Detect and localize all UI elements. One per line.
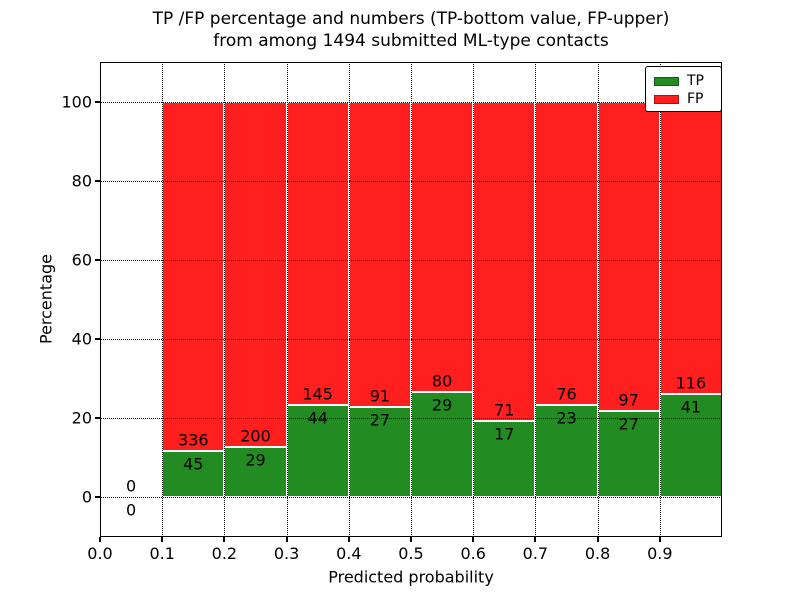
x-tick-label: 0.7 xyxy=(522,544,549,563)
y-tick-mark xyxy=(95,179,100,182)
tp-count-label: 17 xyxy=(494,424,515,444)
bar-tp-segment xyxy=(348,406,411,498)
gridline-x xyxy=(659,62,661,537)
tp-count-label: 45 xyxy=(183,454,204,474)
y-tick-mark xyxy=(95,338,100,341)
x-tick-label: 0.6 xyxy=(460,544,486,563)
fp-count-label: 0 xyxy=(126,476,137,496)
x-tick-mark xyxy=(347,537,350,542)
y-tick-label: 80 xyxy=(71,171,92,191)
bar-tp-segment xyxy=(286,405,349,498)
x-tick-mark xyxy=(99,537,101,542)
y-tick-label: 20 xyxy=(71,408,92,428)
legend-label-tp: TP xyxy=(687,73,704,89)
x-tick-mark xyxy=(161,537,164,542)
x-tick-mark xyxy=(472,537,475,542)
x-tick-label: 0.0 xyxy=(87,544,113,563)
tp-count-label: 44 xyxy=(307,408,328,428)
x-tick-label: 0.1 xyxy=(149,544,175,563)
x-tick-label: 0.2 xyxy=(211,544,238,563)
x-tick-mark xyxy=(534,537,537,542)
bar-tp-segment xyxy=(659,394,722,498)
y-tick-mark xyxy=(95,100,100,103)
x-tick-mark xyxy=(596,537,599,542)
x-tick-label: 0.5 xyxy=(398,544,424,563)
x-tick-mark xyxy=(285,537,288,542)
tp-count-label: 23 xyxy=(556,408,577,428)
legend-label-fp: FP xyxy=(687,91,704,107)
fp-count-label: 80 xyxy=(431,371,453,391)
fp-count-label: 200 xyxy=(240,426,271,446)
chart-title-line1: TP /FP percentage and numbers (TP-bottom… xyxy=(152,9,670,29)
gridline-x xyxy=(535,62,537,537)
y-tick-label: 60 xyxy=(71,250,92,270)
tp-count-label: 27 xyxy=(369,410,391,430)
chart-title-line2: from among 1494 submitted ML-type contac… xyxy=(213,31,609,51)
gridline-x xyxy=(473,62,475,537)
y-tick-label: 40 xyxy=(71,329,92,349)
fp-swatch-icon xyxy=(654,94,679,104)
x-axis-label: Predicted probability xyxy=(328,567,494,587)
bar-fp-segment xyxy=(659,101,722,395)
x-tick-mark xyxy=(658,537,661,542)
gridline-x xyxy=(162,62,164,537)
x-tick-label: 0.3 xyxy=(273,544,300,563)
bar-tp-segment xyxy=(473,420,536,498)
tp-swatch-icon xyxy=(654,76,679,86)
fp-count-label: 145 xyxy=(302,384,333,404)
bar-fp-segment xyxy=(411,101,474,393)
fp-count-label: 76 xyxy=(556,384,577,404)
y-tick-label: 100 xyxy=(61,92,92,112)
bar-fp-segment xyxy=(348,101,411,407)
x-tick-label: 0.9 xyxy=(647,544,673,563)
bar-fp-segment xyxy=(162,101,225,451)
fp-count-label: 71 xyxy=(494,400,515,420)
bar-fp-segment xyxy=(224,101,287,448)
bar-fp-segment xyxy=(597,101,660,412)
tp-count-label: 29 xyxy=(431,395,453,415)
gridline-x xyxy=(224,62,226,537)
y-tick-mark xyxy=(95,258,100,261)
fp-count-label: 97 xyxy=(618,390,639,410)
y-tick-mark xyxy=(95,417,100,420)
x-tick-mark xyxy=(223,537,226,542)
legend: TP FP xyxy=(645,66,722,112)
fp-count-label: 336 xyxy=(178,430,209,450)
chart-title: TP /FP percentage and numbers (TP-bottom… xyxy=(100,8,722,52)
y-tick-mark xyxy=(95,496,100,499)
tp-count-label: 29 xyxy=(245,450,266,470)
fp-count-label: 116 xyxy=(675,373,707,393)
y-tick-label: 0 xyxy=(81,487,92,507)
bar-fp-segment xyxy=(535,101,598,406)
legend-entry-tp: TP xyxy=(654,72,721,90)
gridline-x xyxy=(348,62,350,537)
x-tick-mark xyxy=(410,537,412,542)
bar-fp-segment xyxy=(286,101,349,406)
bar-fp-segment xyxy=(473,101,536,421)
x-tick-label: 0.8 xyxy=(584,544,611,563)
fp-count-label: 91 xyxy=(369,386,391,406)
tp-count-label: 0 xyxy=(126,500,137,520)
bar-tp-segment xyxy=(597,411,660,498)
gridline-x xyxy=(597,62,599,537)
gridline-x xyxy=(286,62,288,537)
gridline-x xyxy=(411,62,412,537)
tp-count-label: 27 xyxy=(618,414,639,434)
legend-entry-fp: FP xyxy=(654,90,721,108)
bar-tp-segment xyxy=(535,405,598,498)
tp-count-label: 41 xyxy=(680,397,702,417)
x-tick-label: 0.4 xyxy=(336,544,362,563)
